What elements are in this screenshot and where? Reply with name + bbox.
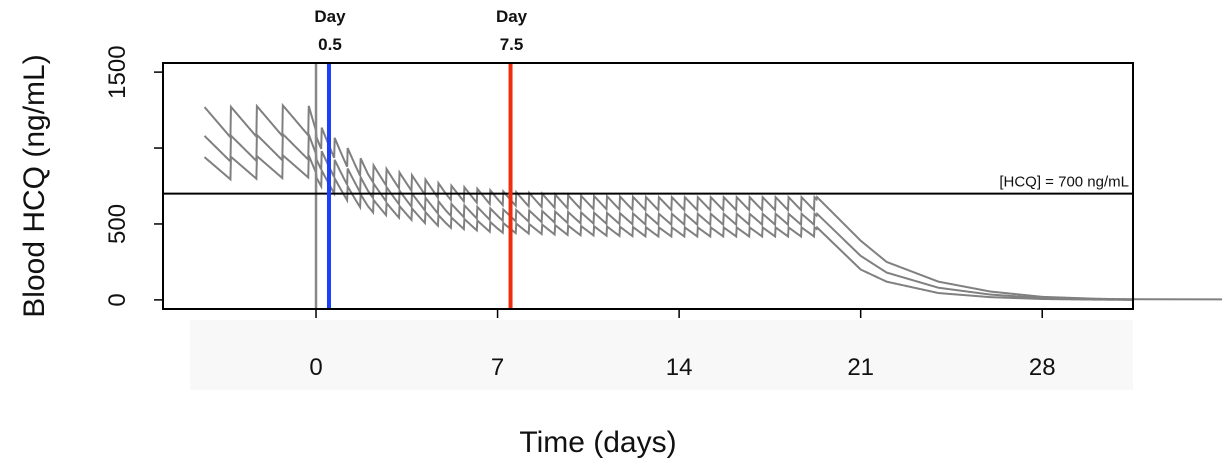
x-tick-label-1: 7 [491,354,504,381]
x-axis-background [190,320,1133,390]
x-axis-title: Time (days) [519,426,676,459]
day-marker-label-bottom-2: 7.5 [500,35,524,54]
y-tick-label-1: 500 [104,204,131,244]
labels: [HCQ] = 700 ng/mL Day 0.5 Day 7.5 0 7 14 21 28 0 50… [18,7,1129,459]
day-marker-label-top-2: Day [496,7,528,26]
x-tick-label-0: 0 [309,354,322,381]
axes [154,62,1134,390]
y-tick-label-0: 0 [104,293,131,306]
day-marker-label-top-1: Day [314,7,346,26]
plot-frame [162,62,1134,310]
pk-curve-2 [203,131,1134,301]
x-tick-label-3: 21 [847,354,874,381]
y-axis-title: Blood HCQ (ng/mL) [18,54,51,317]
pk-curve-3 [203,153,1134,301]
series-lines [163,63,1222,309]
x-tick-label-2: 14 [666,354,693,381]
day-marker-label-bottom-1: 0.5 [318,35,342,54]
pk-curve-1 [203,102,1134,301]
reference-line-label: [HCQ] = 700 ng/mL [999,174,1129,191]
x-tick-label-4: 28 [1029,354,1056,381]
y-tick-label-2: 1500 [104,45,131,98]
